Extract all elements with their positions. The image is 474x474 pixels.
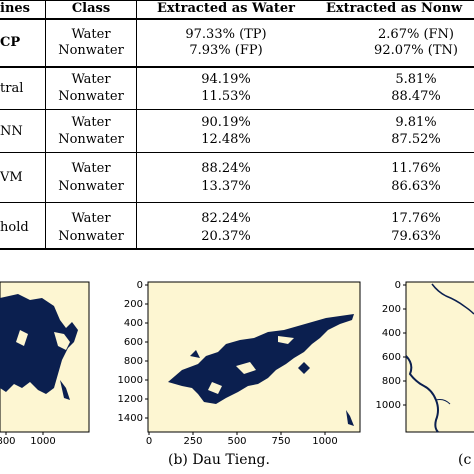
y-tick-label: 0 — [137, 280, 143, 291]
island — [54, 332, 70, 350]
row-method: CP — [0, 35, 21, 50]
river-line — [431, 283, 474, 315]
y-tick-label: 600 — [124, 337, 143, 348]
map-background — [405, 281, 474, 433]
cell-value: 94.19% — [201, 72, 251, 87]
cell-value: 90.19% — [201, 115, 251, 130]
cell-value: 87.52% — [391, 132, 441, 147]
y-tick-label: 600 — [382, 352, 401, 363]
cell-value: 12.48% — [201, 132, 251, 147]
y-tick-label: 400 — [382, 328, 401, 339]
y-tick-label: 1000 — [376, 400, 401, 411]
y-tick-label: 200 — [124, 299, 143, 310]
water-channel — [60, 380, 70, 400]
class-water: Water — [71, 161, 111, 176]
class-nonwater: Nonwater — [58, 229, 124, 244]
island — [236, 362, 256, 374]
y-tick-label: 400 — [124, 318, 143, 329]
cell-value: 17.76% — [391, 211, 441, 226]
cell-value: 88.24% — [201, 161, 251, 176]
table-top-rule — [0, 0, 474, 1]
x-tick-label: 800 — [0, 436, 16, 445]
header-class: Class — [71, 1, 111, 16]
cell-value: 86.63% — [391, 179, 441, 194]
y-tick-label: 0 — [395, 280, 401, 291]
class-water: Water — [71, 115, 111, 130]
cell-value: 20.37% — [201, 229, 251, 244]
island — [16, 330, 28, 346]
island — [208, 382, 222, 394]
reservoir — [168, 314, 354, 404]
cell-value: 92.07% (TN) — [374, 43, 458, 58]
y-tick-label: 200 — [382, 304, 401, 315]
cell-value: 11.76% — [391, 161, 441, 176]
x-axis: 0 250 500 750 1000 — [146, 432, 338, 445]
x-tick-label: 250 — [183, 436, 202, 445]
class-water: Water — [71, 27, 111, 42]
water-fragment — [298, 362, 310, 374]
caption-dau-tieng: (b) Dau Tieng. — [168, 452, 270, 468]
row-rule — [0, 109, 474, 110]
header-method: ines — [0, 1, 30, 16]
cell-value: 11.53% — [201, 89, 251, 104]
y-tick-label: 1000 — [118, 375, 143, 386]
x-tick-label: 1000 — [312, 436, 337, 445]
row-method: NN — [0, 124, 23, 139]
class-nonwater: Nonwater — [58, 89, 124, 104]
caption-right: (c — [458, 452, 472, 468]
column-rule — [136, 0, 137, 250]
cell-value: 7.93% (FP) — [189, 43, 263, 58]
x-tick-label: 500 — [227, 436, 246, 445]
x-tick-label: 750 — [271, 436, 290, 445]
header-rule — [0, 18, 474, 20]
y-tick-label: 800 — [382, 376, 401, 387]
header-extracted-water: Extracted as Water — [156, 1, 296, 16]
y-axis: 0 200 400 600 800 1000 1200 1400 — [118, 280, 148, 424]
row-method: hold — [0, 220, 29, 235]
y-axis: 0 200 400 600 800 1000 — [376, 280, 406, 411]
class-water: Water — [71, 72, 111, 87]
cell-value: 2.67% (FN) — [378, 27, 454, 42]
column-rule — [45, 0, 46, 250]
row-rule — [0, 66, 474, 68]
cell-value: 88.47% — [391, 89, 441, 104]
water-body — [0, 294, 78, 394]
x-tick-label: 1000 — [30, 436, 55, 445]
water-fragment — [190, 350, 200, 358]
island — [278, 336, 294, 344]
river-line — [405, 355, 439, 433]
row-method: tral — [0, 81, 24, 96]
class-nonwater: Nonwater — [58, 43, 124, 58]
class-water: Water — [71, 211, 111, 226]
y-tick-label: 1400 — [118, 413, 143, 424]
table-bottom-rule — [0, 248, 474, 250]
cell-value: 9.81% — [395, 115, 437, 130]
water-fragment — [346, 410, 354, 426]
cell-value: 97.33% (TP) — [185, 27, 267, 42]
row-rule — [0, 152, 474, 153]
cell-value: 79.63% — [391, 229, 441, 244]
dau-tieng-water-map: 0 200 400 600 800 1000 1200 1400 0 250 5… — [118, 280, 361, 445]
right-water-map: 0 200 400 600 800 1000 — [376, 280, 474, 433]
left-water-map: 800 1000 — [0, 281, 90, 445]
cell-value: 5.81% — [395, 72, 437, 87]
cell-value: 13.37% — [201, 179, 251, 194]
x-tick-label: 0 — [146, 436, 152, 445]
cell-value: 82.24% — [201, 211, 251, 226]
class-nonwater: Nonwater — [58, 132, 124, 147]
row-rule — [0, 202, 474, 203]
row-method: VM — [0, 170, 23, 185]
class-nonwater: Nonwater — [58, 179, 124, 194]
river-line — [435, 399, 451, 405]
header-extracted-nonwater: Extracted as Nonw — [326, 1, 463, 16]
y-tick-label: 1200 — [118, 394, 143, 405]
y-tick-label: 800 — [124, 356, 143, 367]
